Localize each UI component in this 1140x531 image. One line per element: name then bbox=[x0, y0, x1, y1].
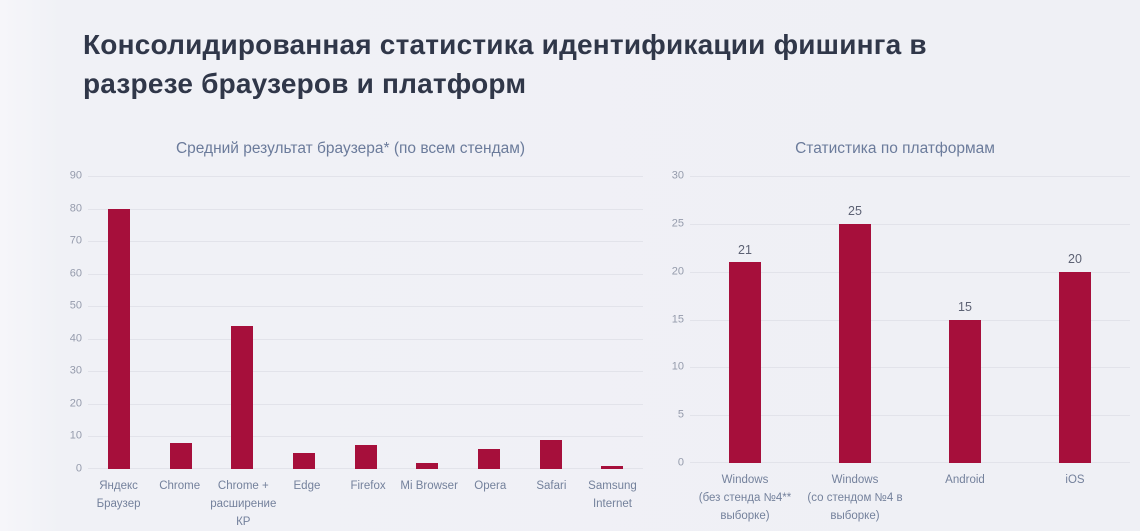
bar bbox=[416, 462, 439, 469]
gridline bbox=[690, 462, 1130, 463]
y-tick-label: 0 bbox=[75, 462, 82, 475]
platform-chart-y-axis: 0 5 10 15 20 25 30 bbox=[660, 170, 684, 468]
platform-chart-x-axis: Windows (без стенда №4** выборке) Windows… bbox=[690, 472, 1130, 525]
gridline bbox=[88, 176, 643, 177]
bars-container: 21 25 15 20 bbox=[690, 176, 1130, 463]
gridline bbox=[88, 403, 643, 405]
bar-slot bbox=[150, 176, 212, 469]
gridline bbox=[88, 338, 643, 340]
y-tick-label: 80 bbox=[69, 202, 82, 215]
platform-stats-chart: Статистика по платформам 0 5 10 15 20 25 30 21… bbox=[660, 140, 1130, 531]
gridline bbox=[690, 176, 1130, 177]
browser-chart-x-axis: Яндекс Браузер Chrome Chrome + расширение … bbox=[88, 478, 643, 531]
bar bbox=[949, 319, 981, 463]
bar-value-label: 20 bbox=[1068, 252, 1082, 267]
gridline bbox=[690, 271, 1130, 273]
bar-slot bbox=[458, 176, 520, 469]
y-tick-label: 20 bbox=[671, 265, 684, 278]
x-category-label: Chrome + расширение КР bbox=[210, 480, 277, 528]
y-tick-label: 70 bbox=[69, 234, 82, 247]
y-tick-label: 15 bbox=[671, 313, 684, 325]
bar-slot bbox=[581, 176, 643, 469]
browser-chart-plot-area bbox=[88, 176, 643, 469]
x-category-label: Яндекс Браузер bbox=[96, 480, 141, 510]
gridline bbox=[88, 241, 643, 243]
page-title: Консолидированная статистика идентификац… bbox=[83, 29, 927, 99]
gridline bbox=[88, 273, 643, 275]
y-tick-label: 50 bbox=[69, 299, 82, 312]
bar-slot bbox=[211, 176, 273, 469]
x-category-label: Samsung Internet bbox=[588, 480, 637, 510]
bar-slot: 20 bbox=[1020, 176, 1130, 463]
bar bbox=[169, 442, 192, 469]
browser-results-chart: Средний результат браузера* (по всем сте… bbox=[58, 140, 643, 531]
bar bbox=[231, 325, 254, 469]
bar bbox=[839, 223, 871, 463]
gridline bbox=[88, 371, 643, 373]
y-tick-label: 60 bbox=[69, 267, 82, 280]
bar-value-label: 25 bbox=[848, 204, 862, 219]
x-category-label: Windows (без стенда №4** выборке) bbox=[698, 474, 792, 522]
browser-chart-title: Средний результат браузера* (по всем сте… bbox=[175, 140, 526, 157]
bar bbox=[729, 262, 761, 463]
bar-slot bbox=[520, 176, 582, 469]
bar-slot: 21 bbox=[690, 176, 800, 463]
y-tick-label: 10 bbox=[69, 429, 82, 442]
y-tick-label: 20 bbox=[69, 397, 82, 410]
y-tick-label: 30 bbox=[671, 169, 684, 182]
bar bbox=[539, 439, 562, 469]
bar-value-label: 21 bbox=[738, 242, 752, 257]
y-tick-label: 25 bbox=[671, 217, 684, 230]
x-category-label: Opera bbox=[474, 480, 507, 492]
x-category-label: Chrome bbox=[159, 480, 201, 492]
x-category-label: iOS bbox=[1065, 474, 1085, 486]
bar-slot bbox=[273, 176, 335, 469]
bar-slot bbox=[335, 176, 397, 469]
x-category-label: Mi Browser bbox=[400, 480, 458, 492]
platform-chart-title: Статистика по платформам bbox=[795, 140, 995, 157]
x-category-label: Edge bbox=[293, 480, 321, 492]
bar-slot bbox=[396, 176, 458, 469]
gridline bbox=[88, 436, 643, 438]
x-category-label: Android bbox=[945, 474, 985, 486]
bar bbox=[354, 444, 377, 469]
gridline bbox=[88, 306, 643, 308]
bar bbox=[107, 208, 130, 469]
charts-row: Средний результат браузера* (по всем сте… bbox=[0, 140, 1140, 531]
x-category-label: Windows (со стендом №4 в выборке) bbox=[807, 474, 903, 522]
platform-chart-plot-area: 21 25 15 20 bbox=[690, 176, 1130, 463]
gridline bbox=[690, 319, 1130, 321]
y-tick-label: 10 bbox=[671, 360, 684, 373]
bar bbox=[292, 452, 315, 469]
y-tick-label: 30 bbox=[69, 364, 82, 377]
y-tick-label: 0 bbox=[677, 456, 684, 469]
browser-chart-y-axis: 0 10 20 30 40 50 60 70 80 90 bbox=[58, 170, 82, 474]
bars-container bbox=[88, 176, 643, 469]
y-tick-label: 40 bbox=[69, 332, 82, 345]
gridline bbox=[88, 208, 643, 210]
browser-chart-plot-row: 0 10 20 30 40 50 60 70 80 90 bbox=[58, 170, 643, 474]
gridline bbox=[690, 415, 1130, 417]
bar bbox=[601, 465, 624, 469]
gridline bbox=[690, 367, 1130, 369]
bar-slot: 15 bbox=[910, 176, 1020, 463]
x-category-label: Safari bbox=[536, 480, 567, 492]
gridline bbox=[690, 223, 1130, 225]
y-tick-label: 90 bbox=[69, 169, 82, 182]
bar bbox=[1059, 271, 1091, 463]
bar-value-label: 15 bbox=[958, 300, 972, 314]
bar-slot: 25 bbox=[800, 176, 910, 463]
platform-chart-plot-row: 0 5 10 15 20 25 30 21 25 15 20 bbox=[660, 170, 1130, 468]
x-category-label: Firefox bbox=[350, 480, 386, 492]
bar bbox=[477, 449, 500, 469]
y-tick-label: 5 bbox=[677, 408, 684, 421]
bar-slot bbox=[88, 176, 150, 469]
